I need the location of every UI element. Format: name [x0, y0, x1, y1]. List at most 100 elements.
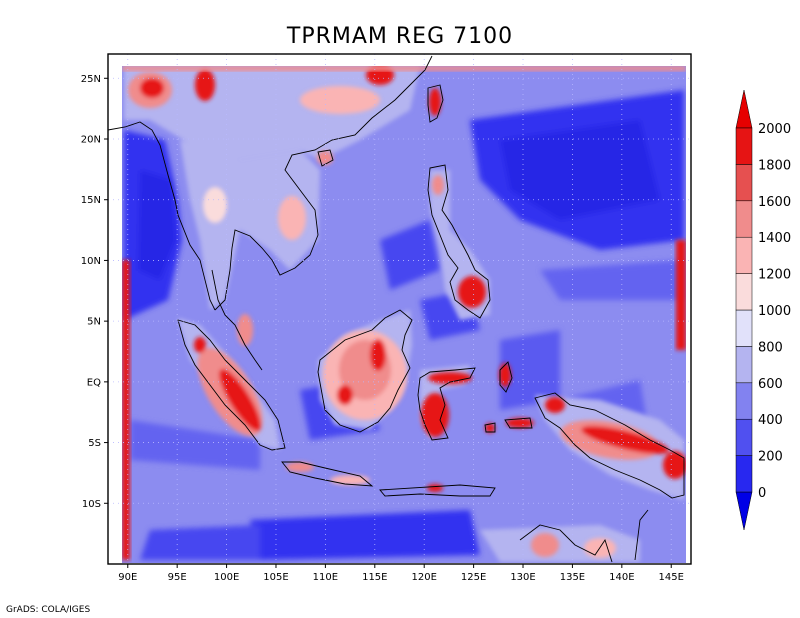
west-edge-artifact	[122, 260, 130, 560]
coast-malaya	[211, 269, 263, 371]
colorbar-label: 400	[758, 413, 783, 428]
colorbar-swatch	[735, 127, 753, 165]
rain-seram	[506, 418, 534, 428]
lat-tick-label: 20N	[81, 135, 101, 146]
map-panel: 90E 95E 100E 105E 110E 115E 120E 125E 130E 135E 14…	[81, 53, 692, 583]
lat-tick-label: 10S	[82, 499, 101, 510]
east-edge-artifact	[676, 240, 686, 350]
map-frame	[107, 53, 692, 565]
coast-philippines	[427, 164, 491, 319]
rain-vietnam	[278, 196, 306, 240]
lon-tick-label: 130E	[510, 572, 535, 583]
rain-myanmar	[203, 187, 227, 223]
coast-buru	[484, 422, 496, 433]
map-title: TPRMAM REG 7100	[286, 24, 513, 49]
rain-flores	[427, 484, 443, 492]
coast-myanmar	[107, 121, 216, 311]
lon-tick-label: 100E	[214, 572, 239, 583]
lon-tick-label: 120E	[412, 572, 437, 583]
coast-cape-york	[634, 509, 649, 561]
coast-lesser-sunda	[379, 484, 496, 497]
lat-axis: 25N 20N 15N 10N 5N EQ 5S 10S	[81, 74, 108, 510]
lat-tick-label: EQ	[87, 377, 101, 388]
coast-north-australia	[519, 524, 613, 563]
colorbar-label: 1200	[758, 268, 791, 283]
west-pacific-core	[500, 120, 660, 220]
lon-tick-label: 125E	[461, 572, 486, 583]
colorbar-swatch	[735, 200, 753, 238]
colorbar-swatch	[735, 455, 753, 493]
colorbar-label: 200	[758, 450, 783, 465]
coast-sulawesi	[417, 367, 476, 441]
coast-seram	[504, 417, 533, 429]
pacific-band	[540, 260, 684, 300]
rain-new-guinea-ridge	[581, 426, 669, 454]
lon-tick-label: 90E	[118, 572, 137, 583]
coast-new-guinea	[534, 392, 685, 499]
rain-taiwan	[429, 88, 441, 116]
rain-malaya	[237, 314, 253, 346]
rain-mindanao	[458, 276, 486, 308]
rain-java-west	[286, 462, 314, 472]
colorbar-label: 1000	[758, 304, 791, 319]
rain-himalaya-west-core	[140, 78, 164, 98]
coastlines	[107, 55, 685, 563]
rain-sulawesi	[421, 393, 449, 437]
colorbar-swatch	[735, 382, 753, 420]
south-china-sea-dry	[380, 220, 440, 290]
lon-tick-label: 105E	[263, 572, 288, 583]
colorbar-swatch	[735, 273, 753, 311]
south-west-dry	[140, 525, 260, 560]
lat-tick-label: 5N	[87, 317, 101, 328]
coast-taiwan	[427, 84, 444, 123]
north-edge-artifact	[122, 66, 686, 71]
colorbar-under-arrow	[735, 491, 753, 531]
rain-luzon	[432, 175, 444, 195]
coast-halmahera	[499, 361, 513, 393]
bay-of-bengal-core	[138, 170, 176, 280]
colorbar-label: 1600	[758, 195, 791, 210]
colorbar-swatch	[735, 418, 753, 456]
rain-new-guinea-east	[663, 451, 686, 479]
colorbar-label: 600	[758, 377, 783, 392]
colorbar-label: 800	[758, 340, 783, 355]
lon-tick-label: 135E	[560, 572, 585, 583]
rain-birdshead	[545, 397, 565, 413]
lat-lon-grid	[108, 54, 691, 564]
rain-sumatra-north	[194, 337, 206, 353]
lon-axis: 90E 95E 100E 105E 110E 115E 120E 125E 130E 135E 14…	[118, 564, 684, 583]
colorbar-label: 2000	[758, 122, 791, 137]
rain-south-china-halo	[300, 86, 380, 114]
colorbar-swatch	[735, 346, 753, 384]
colorbar-label: 1400	[758, 231, 791, 246]
rain-sulawesi-north	[428, 372, 472, 384]
colorbar-over-arrow	[735, 89, 753, 129]
colorbar-swatch	[735, 309, 753, 347]
south-indian-dry	[250, 510, 480, 560]
lon-tick-label: 95E	[168, 572, 187, 583]
rain-halmahera	[499, 363, 511, 387]
lat-tick-label: 25N	[81, 74, 101, 85]
rain-himalaya-east	[195, 69, 215, 101]
indian-band	[130, 420, 260, 470]
lat-tick-label: 15N	[81, 195, 101, 206]
indochina-land	[180, 140, 320, 310]
colorbar: 0 200 400 600 800 1000 1200 1400 1600 1800 2000	[735, 89, 791, 531]
lon-tick-label: 140E	[609, 572, 634, 583]
rain-borneo-core	[370, 339, 386, 371]
lon-tick-label: 145E	[659, 572, 684, 583]
coast-hainan	[317, 149, 334, 167]
lat-tick-label: 5S	[88, 438, 101, 449]
lat-tick-label: 10N	[81, 256, 101, 267]
colorbar-label: 0	[758, 486, 766, 501]
coast-indochina-china	[214, 55, 433, 311]
coast-borneo	[317, 309, 413, 433]
lon-tick-label: 115E	[362, 572, 387, 583]
rain-sumatra-core	[219, 369, 261, 431]
molucca-dry	[500, 330, 560, 410]
lon-tick-label: 110E	[313, 572, 338, 583]
colorbar-swatch	[735, 164, 753, 202]
colorbar-swatch	[735, 236, 753, 274]
rain-buru	[485, 423, 495, 433]
